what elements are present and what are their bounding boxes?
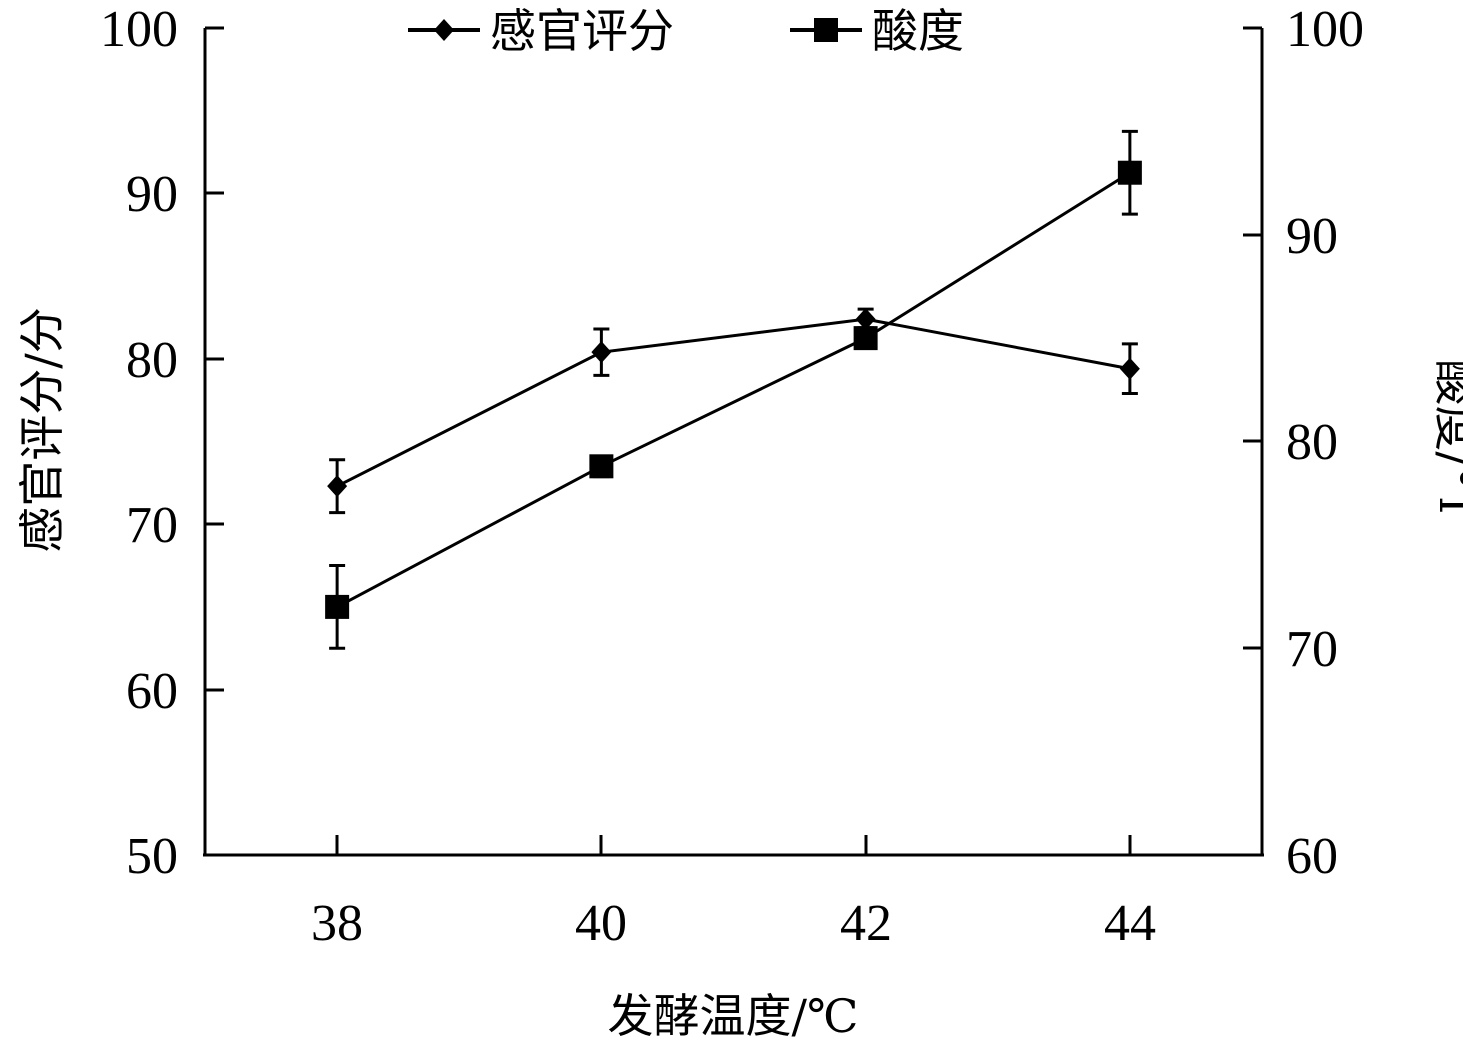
right-y-tick-label: 60 — [1286, 828, 1338, 885]
right-y-ticks: 60 70 80 90 100 — [1243, 1, 1364, 885]
right-y-tick-label: 90 — [1286, 208, 1338, 265]
left-y-tick-label: 80 — [126, 332, 178, 389]
data-point-sensory — [1119, 357, 1140, 380]
series-layer — [325, 129, 1142, 650]
series-line-acidity — [336, 171, 1131, 609]
data-point-acidity — [589, 454, 614, 479]
right-y-axis-title: 酸度/°T — [1429, 359, 1463, 520]
right-y-tick-label: 70 — [1286, 621, 1338, 678]
left-y-tick-label: 100 — [100, 1, 178, 58]
left-y-tick-label: 50 — [126, 828, 178, 885]
right-y-tick-label: 100 — [1286, 1, 1364, 58]
legend-square-marker — [814, 18, 838, 42]
data-point-acidity — [325, 594, 350, 619]
x-axis-title: 发酵温度/℃ — [608, 989, 859, 1043]
legend-diamond-marker — [434, 19, 454, 41]
legend: 感官评分 酸度 — [408, 4, 964, 58]
left-y-ticks: 50 60 70 80 90 100 — [100, 1, 224, 885]
left-y-axis-title: 感官评分/分 — [15, 307, 69, 553]
data-point-sensory — [855, 308, 876, 331]
x-ticks: 38 40 42 44 — [311, 835, 1156, 952]
data-point-acidity — [853, 326, 878, 351]
series-line-sensory — [336, 317, 1131, 488]
data-point-sensory — [591, 341, 612, 364]
legend-label-sensory: 感官评分 — [490, 4, 674, 58]
x-tick-label: 38 — [311, 895, 363, 952]
legend-label-acidity: 酸度 — [872, 4, 964, 58]
plot-frame — [203, 28, 1264, 857]
data-point-acidity — [1117, 160, 1142, 185]
right-y-tick-label: 80 — [1286, 414, 1338, 471]
left-y-tick-label: 70 — [126, 497, 178, 554]
left-y-tick-label: 60 — [126, 663, 178, 720]
x-tick-label: 40 — [575, 895, 627, 952]
x-tick-label: 44 — [1104, 895, 1156, 952]
x-tick-label: 42 — [840, 895, 892, 952]
left-y-tick-label: 90 — [126, 166, 178, 223]
data-point-sensory — [327, 475, 348, 498]
